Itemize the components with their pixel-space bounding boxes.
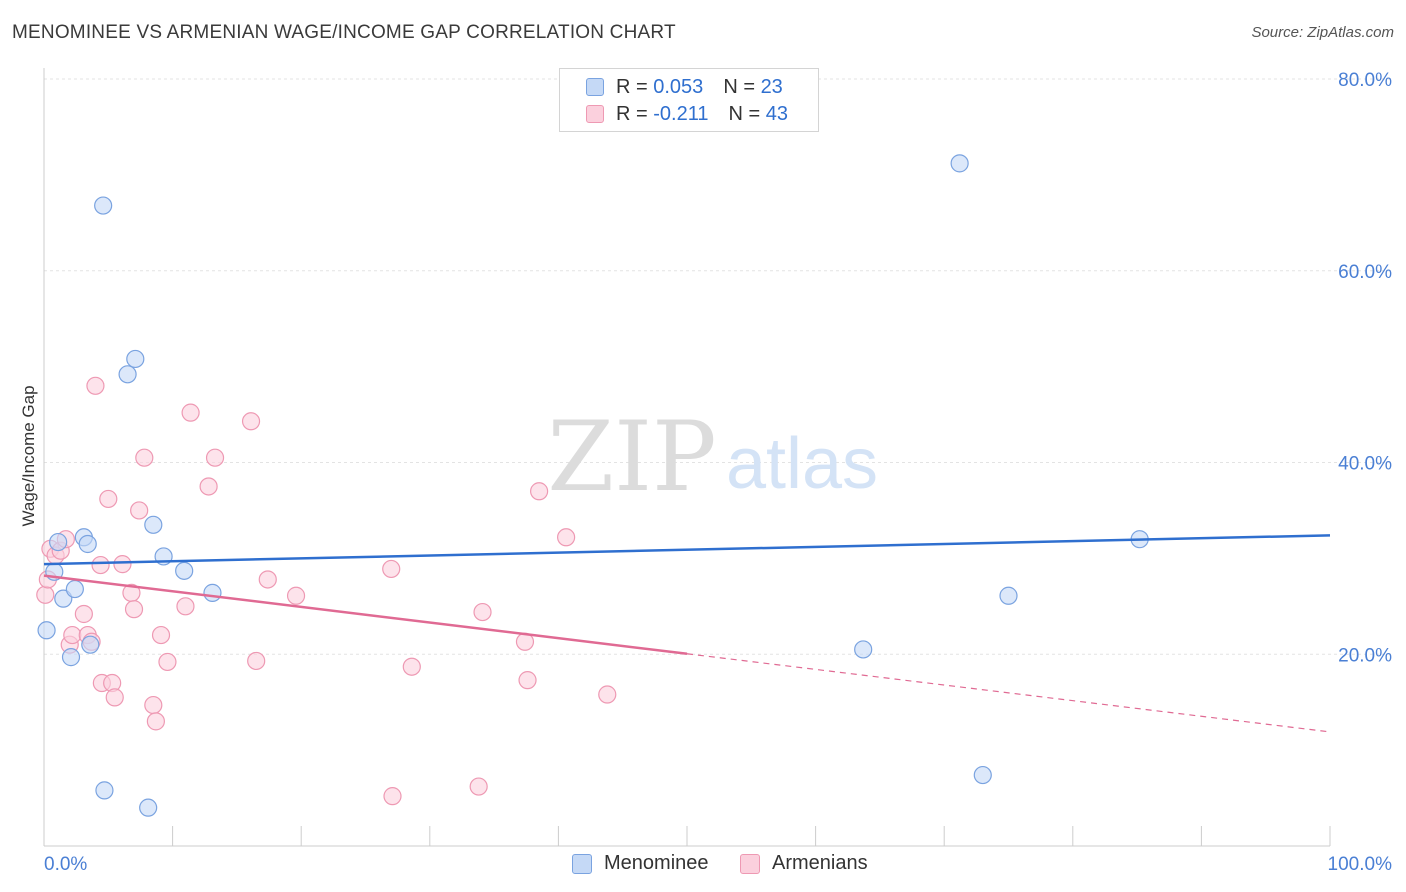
y-axis-label: Wage/Income Gap (19, 385, 38, 526)
menominee-swatch (586, 78, 604, 96)
y-tick-label: 60.0% (1338, 262, 1392, 283)
data-points (36, 154, 1149, 817)
armenians-point (86, 376, 105, 395)
r-value: -0.211 (653, 102, 709, 125)
menominee-swatch (572, 853, 592, 874)
menominee-point (95, 781, 114, 800)
armenians-point (473, 602, 492, 622)
menominee-point (175, 561, 194, 580)
y-tick-label: 40.0% (1338, 454, 1392, 475)
x-tick-label: 0.0% (44, 854, 87, 875)
x-tick-label: 100.0% (1328, 854, 1393, 875)
armenians-point (36, 585, 55, 604)
armenians-trend-line (43, 574, 688, 656)
menominee-point (81, 635, 100, 654)
menominee-point (973, 765, 992, 785)
armenians-point (181, 403, 200, 422)
armenians-trend-line-extension (686, 653, 1331, 733)
armenians-point (205, 448, 225, 467)
menominee-point (139, 798, 158, 817)
armenians-point (258, 570, 277, 589)
n-value: 43 (765, 102, 788, 125)
armenians-point (74, 604, 93, 624)
armenians-point (144, 695, 163, 715)
armenians-point (598, 685, 617, 704)
armenians-point (113, 555, 132, 574)
menominee-point (126, 349, 145, 369)
menominee-point (950, 154, 969, 173)
armenians-point (176, 597, 195, 616)
armenians-point (158, 652, 177, 672)
armenians-point (124, 600, 144, 619)
armenians-point (469, 777, 488, 796)
menominee-point (203, 583, 222, 602)
source-label: Source: ZipAtlas.com (1251, 24, 1394, 41)
armenians-point (382, 559, 401, 579)
menominee-point (999, 586, 1018, 605)
legend-label-armenians: Armenians (772, 852, 868, 874)
armenians-swatch (586, 105, 604, 123)
series-legend: Menominee Armenians (0, 852, 1406, 878)
y-tick-label: 80.0% (1338, 70, 1392, 91)
legend-row-menominee: R = 0.053 N = 23 (586, 74, 783, 100)
n-value: 23 (760, 75, 783, 98)
armenians-point (247, 651, 266, 671)
armenians-point (518, 671, 537, 690)
n-label: N = (728, 102, 761, 125)
trend-lines (43, 534, 1331, 733)
stats-legend: R = 0.053 N = 23 R = -0.211 N = 43 (559, 68, 819, 132)
armenians-point (99, 489, 118, 509)
menominee-point (65, 579, 84, 599)
r-label: R = (616, 75, 648, 98)
armenians-point (402, 657, 421, 676)
armenians-point (105, 688, 124, 707)
armenians-point (91, 555, 110, 575)
watermark-zip: ZIP (547, 401, 716, 513)
legend-label-menominee: Menominee (604, 852, 709, 874)
armenians-point (135, 448, 154, 467)
grid-lines (44, 78, 1392, 655)
axes (43, 68, 1331, 847)
legend-item-armenians[interactable]: Armenians (740, 852, 868, 875)
menominee-point (49, 532, 68, 552)
armenians-point (146, 712, 165, 731)
r-label: R = (616, 102, 648, 125)
menominee-point (854, 640, 873, 659)
legend-item-menominee[interactable]: Menominee (572, 852, 709, 875)
armenians-point (130, 501, 149, 520)
armenians-point (530, 482, 549, 501)
y-tick-label: 20.0% (1338, 645, 1392, 666)
menominee-point (144, 515, 163, 534)
armenians-point (63, 625, 82, 645)
menominee-point (78, 534, 97, 554)
menominee-trend-line (43, 534, 1331, 566)
r-value: 0.053 (653, 75, 704, 98)
watermark: ZIP atlas (547, 401, 878, 513)
menominee-point (118, 365, 137, 384)
armenians-point (383, 787, 402, 806)
tick-labels: 20.0% 40.0% 60.0% 80.0% 0.0% 100.0% (44, 70, 1392, 875)
watermark-atlas: atlas (726, 424, 878, 504)
chart-title: MENOMINEE VS ARMENIAN WAGE/INCOME GAP CO… (12, 22, 676, 43)
legend-row-armenians: R = -0.211 N = 43 (586, 101, 788, 127)
armenians-point (241, 412, 261, 431)
menominee-point (37, 621, 56, 640)
armenians-point (199, 477, 218, 496)
n-label: N = (723, 75, 755, 98)
armenians-point (557, 528, 576, 547)
menominee-point (61, 648, 81, 667)
armenians-point (151, 625, 171, 645)
armenians-swatch (740, 853, 760, 874)
menominee-point (94, 196, 113, 215)
armenians-point (286, 586, 306, 605)
